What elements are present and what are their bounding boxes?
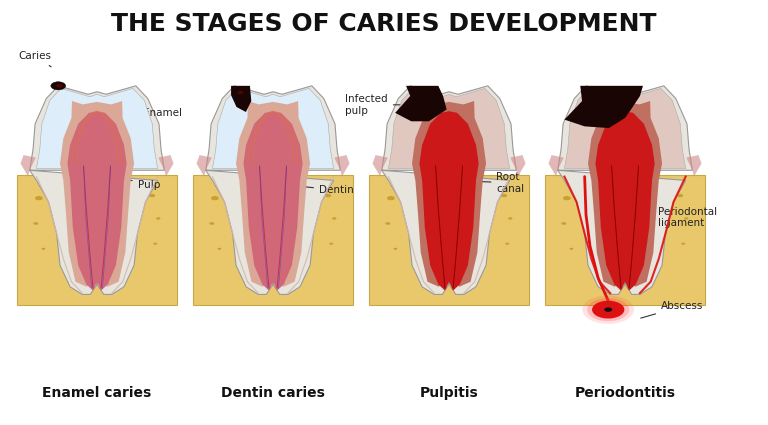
Circle shape — [211, 196, 219, 200]
Circle shape — [570, 248, 574, 250]
Circle shape — [237, 91, 243, 94]
Circle shape — [485, 226, 490, 229]
Circle shape — [325, 194, 331, 197]
Circle shape — [561, 222, 566, 225]
Polygon shape — [243, 111, 303, 291]
Circle shape — [33, 222, 38, 225]
Text: Dentin caries: Dentin caries — [221, 386, 325, 400]
Text: THE STAGES OF CARIES DEVELOPMENT: THE STAGES OF CARIES DEVELOPMENT — [111, 12, 657, 36]
Circle shape — [638, 245, 643, 247]
Polygon shape — [372, 155, 388, 177]
Circle shape — [61, 232, 65, 235]
Polygon shape — [68, 111, 127, 291]
Polygon shape — [419, 111, 478, 291]
Text: Enamel caries: Enamel caries — [42, 386, 151, 400]
Text: Abscess: Abscess — [641, 301, 703, 318]
Circle shape — [41, 248, 45, 250]
Text: Caries: Caries — [18, 51, 51, 67]
Polygon shape — [21, 155, 36, 177]
Text: Root
canal: Root canal — [468, 172, 525, 194]
Polygon shape — [197, 155, 212, 177]
Polygon shape — [158, 155, 174, 177]
Circle shape — [589, 232, 594, 235]
Circle shape — [286, 245, 290, 247]
Polygon shape — [595, 111, 654, 291]
Polygon shape — [30, 86, 164, 295]
Polygon shape — [564, 88, 686, 169]
Polygon shape — [382, 86, 516, 295]
Circle shape — [462, 245, 466, 247]
Circle shape — [149, 194, 155, 197]
Polygon shape — [545, 175, 705, 306]
Circle shape — [419, 207, 424, 210]
Circle shape — [285, 200, 292, 204]
Circle shape — [237, 232, 241, 235]
Polygon shape — [60, 101, 134, 287]
Circle shape — [637, 200, 644, 204]
Circle shape — [681, 243, 685, 245]
Text: Periodontitis: Periodontitis — [574, 386, 676, 400]
Text: Pulpitis: Pulpitis — [419, 386, 478, 400]
Polygon shape — [396, 86, 447, 121]
Circle shape — [592, 301, 624, 318]
Circle shape — [604, 307, 612, 312]
Circle shape — [332, 217, 336, 220]
Polygon shape — [548, 155, 564, 177]
Polygon shape — [412, 101, 486, 287]
Circle shape — [677, 194, 684, 197]
Circle shape — [594, 207, 601, 210]
Polygon shape — [231, 86, 251, 112]
Circle shape — [56, 84, 63, 88]
Circle shape — [154, 243, 157, 245]
Text: Dentin: Dentin — [291, 185, 354, 195]
Text: Infected
pulp: Infected pulp — [345, 94, 436, 116]
Circle shape — [393, 248, 397, 250]
Polygon shape — [36, 88, 157, 169]
Polygon shape — [236, 101, 310, 287]
Text: Pulp: Pulp — [104, 173, 160, 190]
Circle shape — [109, 200, 116, 204]
Polygon shape — [588, 101, 662, 287]
Polygon shape — [334, 155, 349, 177]
Polygon shape — [369, 175, 529, 306]
Polygon shape — [17, 175, 177, 306]
Circle shape — [508, 217, 512, 220]
Circle shape — [217, 248, 221, 250]
Circle shape — [684, 217, 688, 220]
Circle shape — [461, 200, 468, 204]
Circle shape — [588, 298, 629, 321]
Circle shape — [133, 226, 138, 229]
Circle shape — [243, 207, 248, 210]
Circle shape — [563, 196, 571, 200]
Circle shape — [387, 196, 395, 200]
Polygon shape — [510, 155, 525, 177]
Circle shape — [386, 222, 390, 225]
Polygon shape — [564, 86, 643, 128]
Text: Enamel: Enamel — [115, 108, 182, 118]
Circle shape — [110, 245, 114, 247]
Circle shape — [156, 217, 161, 220]
Circle shape — [582, 295, 634, 324]
Circle shape — [413, 232, 418, 235]
Polygon shape — [206, 86, 340, 295]
Circle shape — [501, 194, 507, 197]
Circle shape — [51, 82, 65, 90]
Circle shape — [67, 207, 72, 210]
Circle shape — [309, 226, 314, 229]
Circle shape — [210, 222, 214, 225]
Polygon shape — [389, 88, 510, 169]
Circle shape — [505, 243, 509, 245]
Circle shape — [35, 196, 43, 200]
Circle shape — [329, 243, 333, 245]
Polygon shape — [687, 155, 701, 177]
Polygon shape — [213, 88, 333, 169]
Circle shape — [660, 226, 666, 229]
Polygon shape — [558, 86, 693, 295]
Text: Periodontal
ligament: Periodontal ligament — [630, 207, 717, 228]
Polygon shape — [193, 175, 353, 306]
